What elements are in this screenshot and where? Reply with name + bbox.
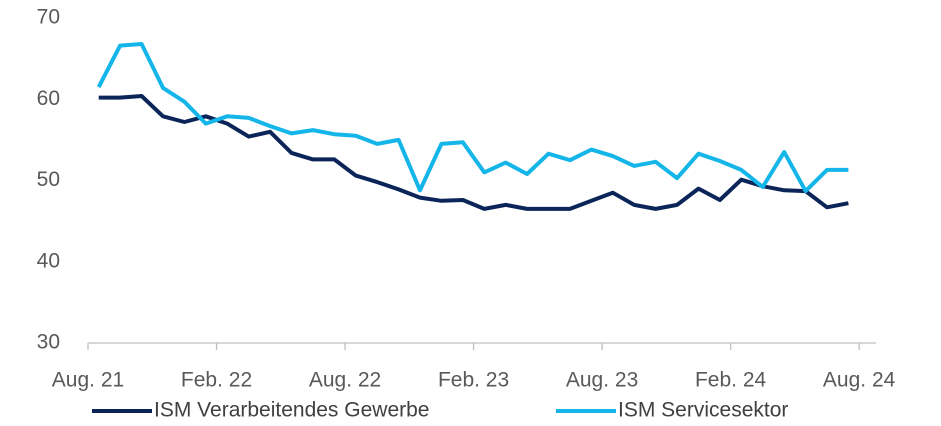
legend-label: ISM Servicesektor [618,399,788,422]
x-tick-label: Aug. 21 [52,369,124,392]
y-tick-label: 50 [37,168,60,191]
x-tick-label: Aug. 24 [823,369,896,392]
x-tick-label: Aug. 22 [309,369,381,392]
series-line [96,42,849,194]
x-tick-label: Feb. 23 [438,369,509,392]
y-tick-label: 40 [37,249,60,272]
y-tick-label: 60 [37,87,60,110]
y-tick-label: 30 [37,331,60,354]
legend-label: ISM Verarbeitendes Gewerbe [154,399,429,422]
x-tick-label: Feb. 22 [181,369,252,392]
legend: ISM Verarbeitendes Gewerbe ISM Servicesek… [92,399,788,422]
series-line [98,94,849,211]
y-tick-label: 70 [37,6,60,29]
x-tick-label: Feb. 24 [695,369,767,392]
x-tick-label: Aug. 23 [566,369,638,392]
